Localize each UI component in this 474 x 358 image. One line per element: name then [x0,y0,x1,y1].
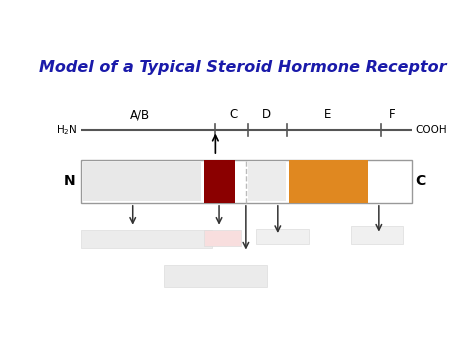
Text: N: N [64,174,76,188]
Bar [289,160,368,203]
Bar [248,162,286,200]
Text: A/B: A/B [130,108,150,121]
Text: D: D [262,108,272,121]
Bar [204,231,241,246]
Text: C: C [416,174,426,188]
Text: Model of a Typical Steroid Hormone Receptor: Model of a Typical Steroid Hormone Recep… [39,60,447,75]
Bar [83,162,201,200]
Bar [351,226,403,244]
Bar [82,231,212,248]
Text: E: E [324,108,331,121]
Bar [204,160,235,203]
Text: H$_2$N: H$_2$N [56,123,78,137]
Text: C: C [229,108,238,121]
Text: COOH: COOH [416,125,447,135]
Bar [82,160,412,203]
Bar [256,229,309,244]
Bar [164,265,267,287]
Text: F: F [388,108,395,121]
